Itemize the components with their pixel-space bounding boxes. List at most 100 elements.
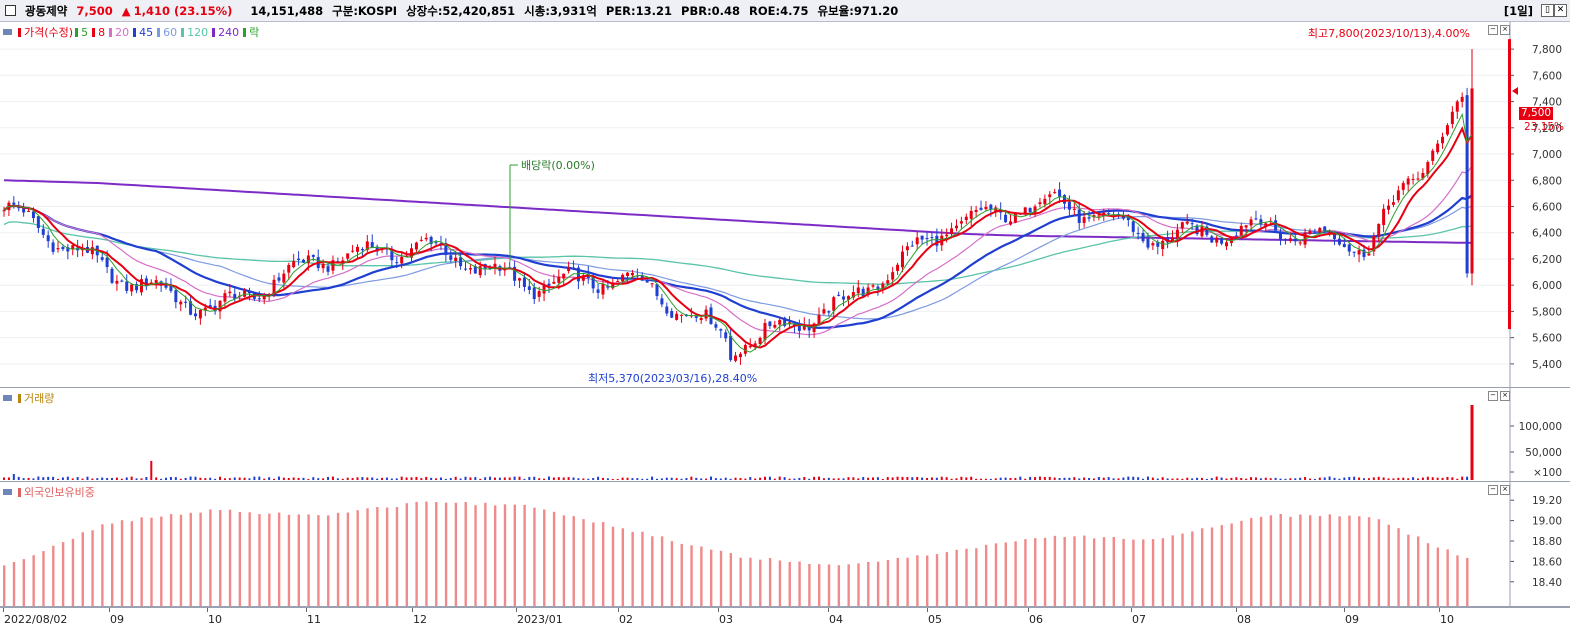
volume-bar: [1372, 477, 1375, 480]
stock-name[interactable]: 광동제약: [25, 3, 68, 18]
volume-bar: [1250, 477, 1253, 480]
volume-bar: [646, 478, 649, 480]
volume-bar: [980, 478, 983, 480]
pane-minimize-icon[interactable]: −: [1488, 485, 1498, 495]
pane-menu-icon[interactable]: [3, 489, 12, 495]
volume-bar: [1284, 478, 1287, 480]
foreign-ownership-chart[interactable]: 19.20 19.00 18.80 18.60 18.40: [0, 482, 1570, 606]
candle-body: [66, 247, 70, 252]
volume-bar: [1083, 477, 1086, 480]
candle-body: [1436, 143, 1440, 153]
volume-bar: [189, 476, 192, 480]
candle-body: [1411, 178, 1415, 180]
high-annotation: 최고7,800(2023/10/13),4.00%: [1308, 27, 1470, 40]
price-chart-pane[interactable]: 7,800 7,600 7,400 7,200 7,000 6,800 6,600 6,400…: [0, 22, 1570, 388]
volume-bar: [867, 477, 870, 480]
legend-volume: 거래량: [24, 392, 55, 405]
volume-bar: [86, 476, 89, 480]
volume-bar: [1328, 476, 1331, 480]
foreign-ratio-bar: [346, 512, 350, 606]
volume-bar: [886, 477, 889, 480]
current-price: 7,500: [76, 3, 113, 18]
candle-body: [1445, 125, 1449, 135]
candle-body: [1264, 223, 1268, 227]
volume-bar: [32, 478, 35, 480]
volume-bar: [1058, 478, 1061, 480]
volume-bar: [714, 478, 717, 480]
volume-bar: [857, 478, 860, 480]
legend-swatch: [109, 27, 113, 37]
listed-shares: 상장수:52,420,851: [406, 3, 516, 18]
candle-body: [621, 274, 625, 282]
pane-close-icon[interactable]: ×: [1500, 25, 1510, 35]
candle-body: [807, 326, 811, 331]
volume-bar: [636, 478, 639, 480]
market-cap: 시총:3,931억: [524, 3, 597, 18]
pane-menu-icon[interactable]: [3, 395, 12, 401]
volume-bar: [1043, 477, 1046, 480]
price-change-pct: (23.15%): [173, 3, 233, 18]
restore-icon[interactable]: ▯: [1541, 4, 1554, 17]
volume-bar: [209, 477, 212, 480]
candle-body: [547, 283, 551, 286]
pane-minimize-icon[interactable]: −: [1488, 25, 1498, 35]
volume-bar: [670, 477, 673, 480]
foreign-ratio-bar: [641, 531, 644, 606]
foreign-ratio-bar: [336, 512, 340, 606]
candle-body: [351, 250, 355, 252]
volume-bar: [921, 477, 924, 480]
foreign-ratio-bar: [778, 560, 782, 606]
foreign-ratio-bar: [1240, 520, 1243, 606]
volume-bar: [1063, 477, 1066, 480]
volume-bar: [876, 477, 879, 480]
candle-body: [1161, 240, 1165, 250]
pane-minimize-icon[interactable]: −: [1488, 391, 1498, 401]
volume-bar: [1299, 477, 1302, 480]
candle-body: [287, 264, 291, 273]
volume-bar: [1181, 478, 1184, 480]
pane-menu-icon[interactable]: [3, 29, 12, 35]
volume-bar: [1318, 477, 1321, 480]
candle-body: [198, 309, 202, 319]
volume-bar: [277, 476, 280, 480]
volume-bar: [336, 478, 339, 480]
volume-bar: [1210, 478, 1213, 480]
candle-body: [301, 259, 305, 263]
volume-bar: [1387, 478, 1390, 480]
foreign-ratio-bar: [886, 559, 890, 606]
volume-bar: [616, 478, 619, 480]
candle-body: [994, 207, 998, 212]
candle-body: [1058, 189, 1062, 197]
volume-bar: [778, 476, 781, 480]
volume-bar: [155, 477, 158, 480]
volume-bar: [719, 478, 722, 480]
candle-body: [1171, 237, 1175, 243]
volume-bar: [724, 477, 727, 480]
select-checkbox[interactable]: [5, 5, 16, 16]
y-tick-label: 18.80: [1532, 536, 1562, 548]
foreign-ratio-bar: [32, 555, 35, 606]
foreign-ownership-pane[interactable]: 19.20 19.00 18.80 18.60 18.40 외국인보유비중 − ×: [0, 482, 1570, 607]
volume-bar: [1245, 478, 1248, 480]
foreign-ratio-bar: [464, 502, 467, 606]
pane-close-icon[interactable]: ×: [1500, 391, 1510, 401]
volume-chart-pane[interactable]: 100,000 50,000 ×100 거래량 − ×: [0, 388, 1570, 482]
volume-bar: [484, 477, 487, 480]
pane-close-icon[interactable]: ×: [1500, 485, 1510, 495]
candle-body: [1239, 225, 1243, 236]
close-icon[interactable]: ✕: [1554, 4, 1567, 17]
volume-chart[interactable]: 100,000 50,000 ×100: [0, 388, 1570, 481]
candle-body: [257, 298, 261, 300]
volume-bar: [813, 476, 816, 480]
volume-bar: [1088, 477, 1091, 480]
price-chart[interactable]: 7,800 7,600 7,400 7,200 7,000 6,800 6,600 6,400…: [0, 22, 1570, 387]
foreign-ratio-bar: [1446, 549, 1449, 606]
period-selector[interactable]: [1일]: [1503, 4, 1533, 18]
volume-bar: [356, 477, 359, 480]
candle-body: [827, 311, 831, 313]
candle-body: [1033, 206, 1037, 213]
candle-body: [1107, 213, 1111, 215]
volume-bar: [111, 477, 114, 480]
candle-body: [51, 242, 55, 252]
candle-body: [675, 313, 679, 320]
